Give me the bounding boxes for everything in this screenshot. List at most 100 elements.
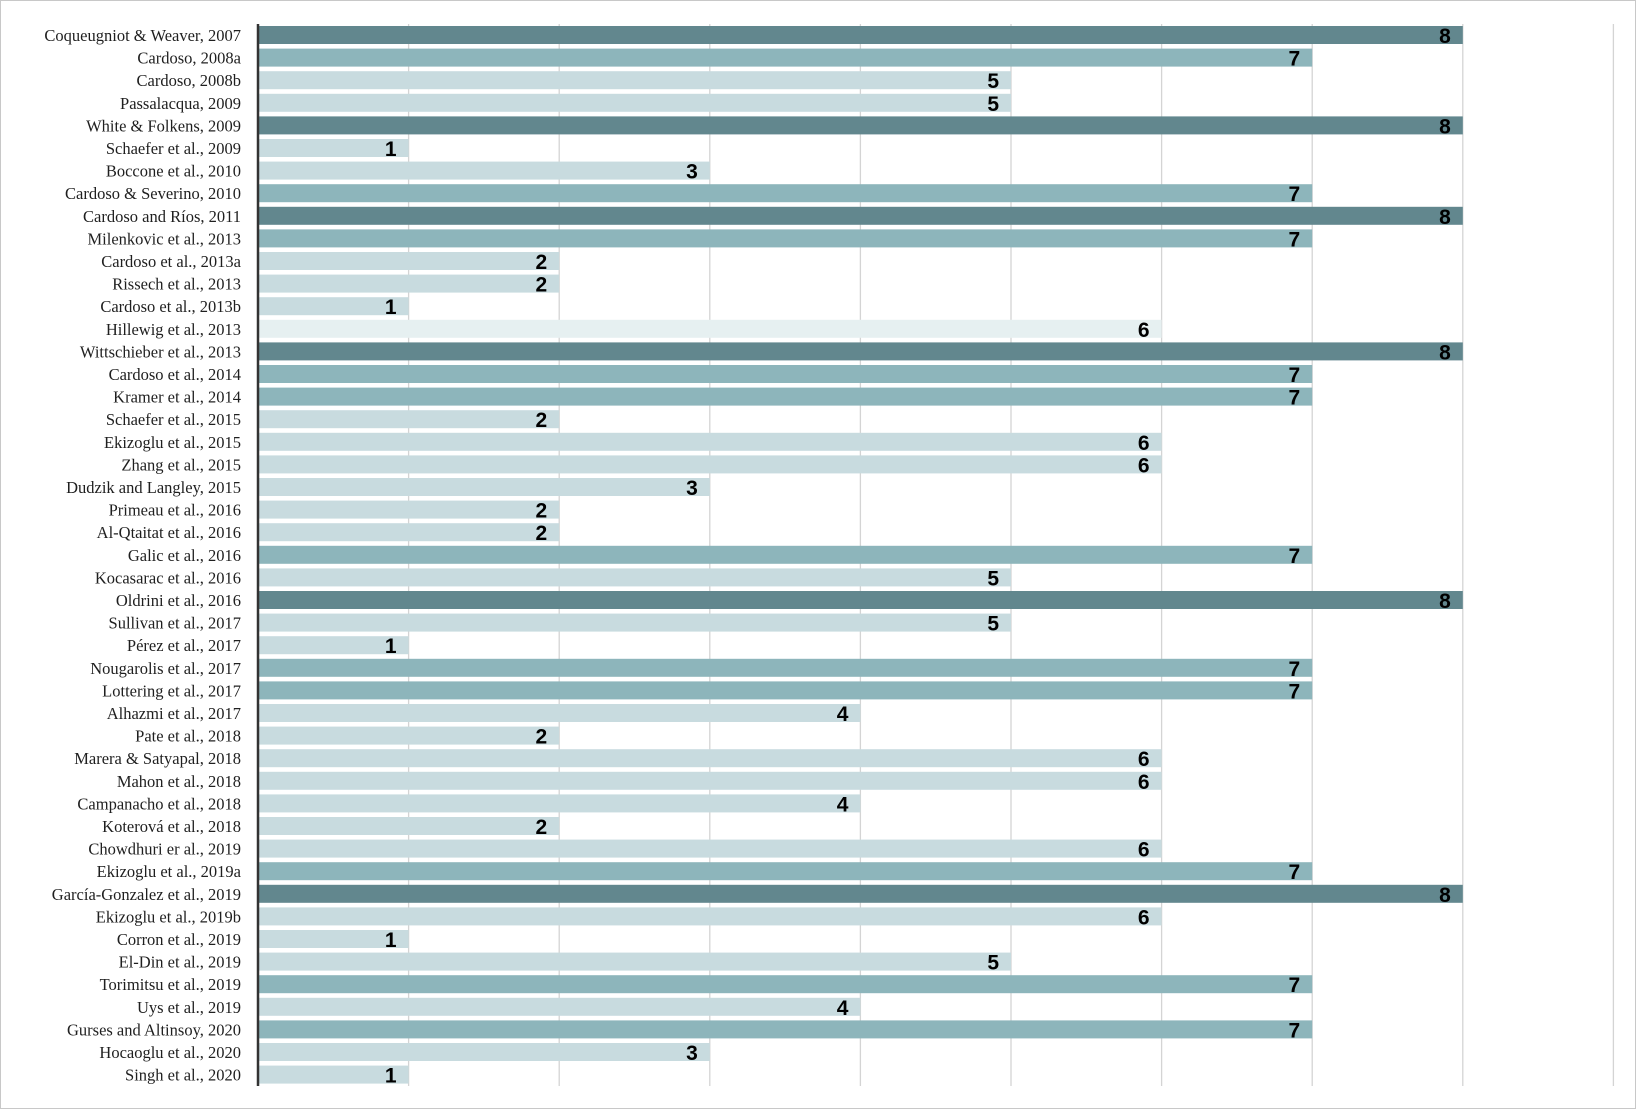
category-label: Gurses and Altinsoy, 2020 (67, 1020, 241, 1039)
bar (258, 297, 409, 316)
bar (258, 907, 1162, 926)
value-label: 4 (837, 793, 849, 816)
category-label: Cardoso et al., 2013a (101, 252, 241, 271)
value-label: 2 (536, 726, 548, 749)
category-label: Coqueugniot & Weaver, 2007 (44, 26, 241, 45)
category-label: Singh et al., 2020 (125, 1066, 241, 1085)
value-label: 6 (1138, 771, 1150, 794)
value-label: 4 (837, 997, 849, 1020)
category-label: Ekizoglu et al., 2019b (96, 907, 241, 926)
value-label: 6 (1138, 454, 1150, 477)
value-label: 2 (536, 409, 548, 432)
bar (258, 930, 409, 948)
category-label: Cardoso and Ríos, 2011 (83, 207, 241, 226)
value-label: 6 (1138, 839, 1150, 862)
bar (258, 410, 560, 429)
value-label: 8 (1439, 206, 1451, 229)
bar (258, 229, 1313, 248)
category-label: Schaefer et al., 2009 (106, 139, 241, 158)
category-label: Rissech et al., 2013 (112, 275, 241, 294)
category-label: Cardoso, 2008b (137, 71, 242, 90)
bar (258, 839, 1162, 858)
value-label: 1 (385, 1065, 397, 1088)
value-label: 5 (987, 567, 999, 590)
value-label: 7 (1289, 1019, 1301, 1042)
value-label: 7 (1289, 48, 1301, 71)
bar (258, 71, 1011, 90)
bar (258, 274, 560, 293)
bar (258, 726, 560, 745)
value-label: 7 (1289, 364, 1301, 387)
category-label: Milenkovic et al., 2013 (87, 229, 241, 248)
value-label: 7 (1289, 228, 1301, 251)
value-label: 2 (536, 816, 548, 839)
category-label: Dudzik and Langley, 2015 (66, 478, 241, 497)
bar (258, 387, 1313, 406)
bar (258, 749, 1162, 768)
category-label: Zhang et al., 2015 (121, 455, 241, 474)
category-label: Hocaoglu et al., 2020 (99, 1043, 241, 1062)
category-label: Boccone et al., 2010 (106, 162, 241, 181)
value-label: 2 (536, 274, 548, 297)
category-label: Uys et al., 2019 (137, 998, 241, 1017)
bar (258, 613, 1011, 632)
value-label: 5 (987, 70, 999, 93)
category-label: Corron et al., 2019 (117, 930, 241, 949)
category-label: Alhazmi et al., 2017 (107, 704, 241, 723)
bar (258, 252, 560, 270)
bar (258, 545, 1313, 564)
bar (258, 116, 1463, 135)
category-label: Schaefer et al., 2015 (106, 410, 241, 429)
value-label: 8 (1439, 590, 1451, 613)
bar (258, 975, 1313, 994)
bar (258, 568, 1011, 587)
value-label: 8 (1439, 341, 1451, 364)
bar (258, 93, 1011, 112)
bar (258, 658, 1313, 677)
bar (258, 319, 1162, 338)
value-label: 7 (1289, 658, 1301, 681)
value-label: 7 (1289, 974, 1301, 997)
value-label: 3 (686, 477, 698, 500)
bar (258, 794, 861, 813)
value-label: 7 (1289, 387, 1301, 410)
category-label: Marera & Satyapal, 2018 (74, 749, 241, 768)
value-label: 6 (1138, 906, 1150, 929)
category-label: Cardoso, 2008a (137, 49, 241, 68)
value-label: 3 (686, 161, 698, 184)
category-label: Chowdhuri er al., 2019 (88, 840, 241, 859)
bar (258, 636, 409, 655)
value-label: 7 (1289, 183, 1301, 206)
category-label: Sullivan et al., 2017 (109, 614, 241, 633)
value-label: 1 (385, 296, 397, 319)
bar (258, 432, 1162, 451)
bar (258, 704, 861, 722)
category-label: Nougarolis et al., 2017 (90, 659, 241, 678)
category-label: El-Din et al., 2019 (119, 953, 241, 972)
category-label: Torimitsu et al., 2019 (100, 975, 241, 994)
category-label: Al-Qtaitat et al., 2016 (97, 523, 241, 542)
category-label: Cardoso et al., 2013b (100, 297, 241, 316)
category-label: Campanacho et al., 2018 (77, 794, 241, 813)
category-label: Lottering et al., 2017 (102, 681, 241, 700)
category-label: White & Folkens, 2009 (86, 116, 241, 135)
category-label: Cardoso & Severino, 2010 (65, 184, 241, 203)
bar (258, 952, 1011, 971)
value-label: 3 (686, 1042, 698, 1065)
category-label: Koterová et al., 2018 (102, 817, 241, 836)
category-label: Mahon et al., 2018 (117, 772, 241, 791)
bar (258, 681, 1313, 700)
bar (258, 817, 560, 835)
value-label: 8 (1439, 115, 1451, 138)
category-label: Cardoso et al., 2014 (109, 365, 241, 384)
value-label: 5 (987, 93, 999, 116)
category-label: García-Gonzalez et al., 2019 (52, 885, 241, 904)
bar (258, 884, 1463, 903)
category-label: Galic et al., 2016 (128, 546, 241, 565)
category-label: Oldrini et al., 2016 (116, 591, 241, 610)
value-label: 7 (1289, 680, 1301, 703)
bar (258, 500, 560, 519)
category-label: Kocasarac et al., 2016 (95, 568, 241, 587)
value-label: 2 (536, 251, 548, 274)
